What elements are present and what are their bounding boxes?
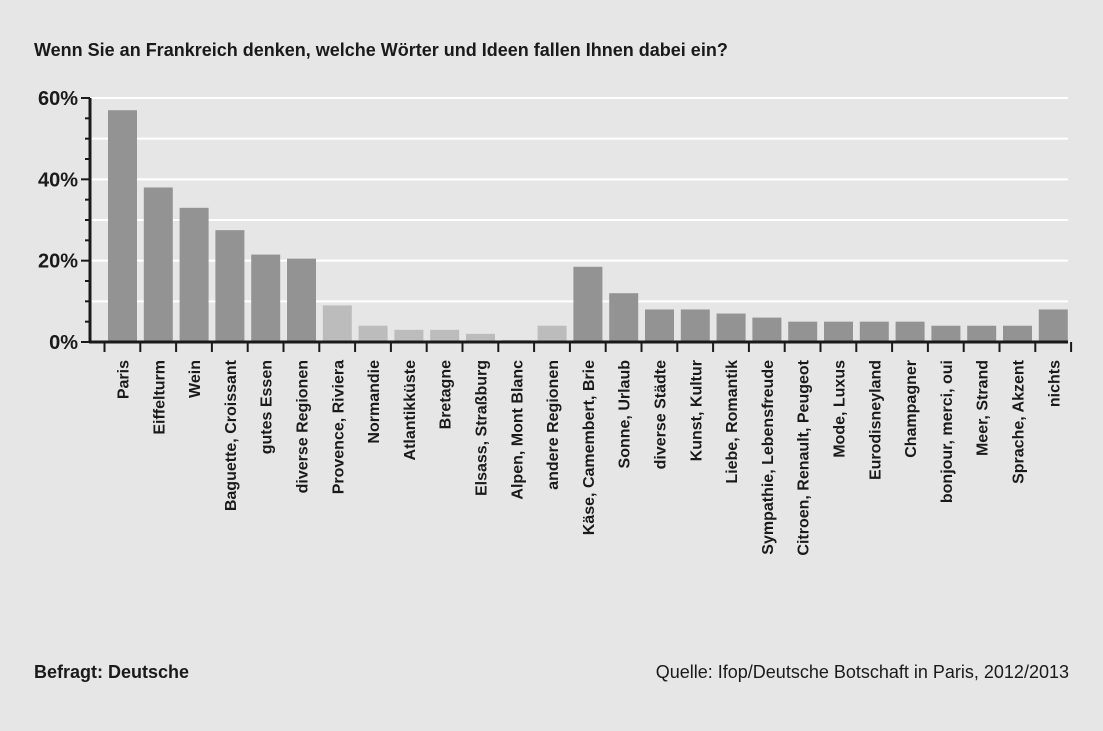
- x-tick-label: Sprache, Akzent: [1011, 359, 1028, 484]
- bar: [859, 321, 889, 342]
- bar: [967, 325, 997, 342]
- bar: [609, 293, 639, 342]
- x-tick-label: andere Regionen: [545, 360, 562, 490]
- bar: [1003, 325, 1032, 342]
- bar: [358, 325, 388, 342]
- bar: [466, 333, 495, 342]
- bar: [788, 321, 818, 342]
- x-tick-label: Elsass, Straßburg: [474, 360, 491, 496]
- bar: [573, 266, 603, 342]
- x-tick-label: Eiffelturm: [151, 360, 168, 435]
- bar: [716, 313, 746, 342]
- bar: [895, 321, 925, 342]
- x-tick-label: Kunst, Kultur: [688, 360, 705, 461]
- chart-title: Wenn Sie an Frankreich denken, welche Wö…: [34, 40, 728, 60]
- y-tick-label: 40%: [38, 169, 78, 191]
- x-tick-label: diverse Städte: [653, 360, 670, 469]
- bar: [537, 325, 567, 342]
- y-tick-label: 20%: [38, 251, 78, 273]
- x-tick-label: Wein: [187, 360, 204, 398]
- bar: [1038, 309, 1068, 342]
- x-tick-label: Normandie: [366, 360, 383, 444]
- x-tick-label: Atlantikküste: [402, 360, 419, 461]
- bar: [680, 309, 710, 342]
- bar: [108, 110, 137, 342]
- x-tick-label: nichts: [1046, 360, 1063, 407]
- x-tick-label: Eurodisneyland: [867, 360, 884, 480]
- x-tick-label: Champagner: [903, 360, 920, 458]
- bar: [322, 305, 352, 342]
- y-tick-label: 0%: [49, 332, 78, 354]
- x-tick-label: Käse, Camembert, Brie: [581, 360, 598, 535]
- bar: [287, 258, 316, 342]
- x-tick-label: diverse Regionen: [295, 360, 312, 493]
- x-tick-label: Paris: [116, 360, 133, 399]
- x-tick-label: Sonne, Urlaub: [617, 360, 634, 469]
- bar: [931, 325, 961, 342]
- x-tick-label: Bretagne: [438, 360, 455, 429]
- bar: [143, 187, 173, 342]
- x-tick-label: Citroen, Renault, Peugeot: [796, 359, 813, 555]
- bar: [251, 254, 281, 342]
- bar: [215, 230, 245, 342]
- x-tick-label: Baguette, Croissant: [223, 359, 240, 511]
- x-tick-label: Provence, Riviera: [330, 360, 347, 494]
- bar: [645, 309, 674, 342]
- x-tick-label: bonjour, merci, oui: [939, 360, 956, 503]
- bar: [752, 317, 782, 342]
- bar: [430, 329, 460, 342]
- bar: [394, 329, 424, 342]
- source-note: Quelle: Ifop/Deutsche Botschaft in Paris…: [655, 662, 1069, 682]
- bar: [824, 321, 853, 342]
- x-tick-label: gutes Essen: [259, 360, 276, 454]
- x-tick-label: Mode, Luxus: [832, 360, 849, 458]
- bar: [179, 207, 209, 342]
- respondents-note: Befragt: Deutsche: [34, 662, 190, 682]
- x-tick-label: Meer, Strand: [975, 360, 992, 456]
- x-tick-label: Sympathie, Lebensfreude: [760, 360, 777, 555]
- y-tick-label: 60%: [38, 88, 78, 110]
- x-tick-label: Alpen, Mont Blanc: [509, 360, 526, 500]
- x-tick-label: Liebe, Romantik: [724, 360, 741, 484]
